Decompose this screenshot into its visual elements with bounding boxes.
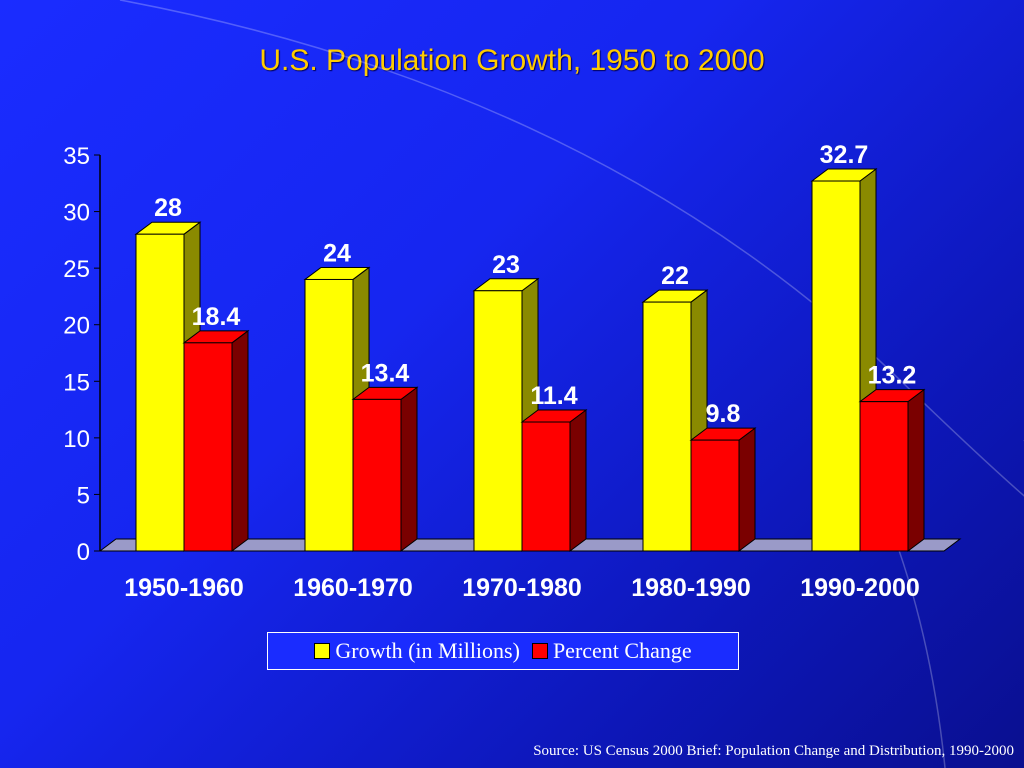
y-tick-label: 10 [63, 426, 90, 453]
bar-growth [473, 290, 523, 552]
data-label: 28 [154, 194, 182, 222]
y-tick-label: 20 [63, 313, 90, 340]
data-label: 11.4 [530, 382, 577, 410]
bar-growth [811, 180, 861, 552]
bar-percent [521, 421, 571, 552]
slide-title: U.S. Population Growth, 1950 to 2000 [259, 44, 765, 77]
y-tick-label: 5 [77, 482, 90, 509]
legend-swatch-growth [314, 643, 331, 659]
source-note: Source: US Census 2000 Brief: Population… [533, 743, 1014, 759]
x-tick-label: 1980-1990 [631, 574, 751, 602]
x-tick-label: 1970-1980 [462, 574, 582, 602]
bar-side [907, 388, 925, 552]
data-label: 24 [323, 239, 351, 267]
legend-label-growth: Growth (in Millions) [335, 638, 520, 663]
bar-percent [352, 398, 402, 552]
bar-percent [183, 342, 233, 552]
x-tick-label: 1990-2000 [800, 574, 920, 602]
data-label: 32.7 [820, 141, 869, 169]
bar-growth [642, 301, 692, 552]
bar-growth [304, 278, 354, 552]
y-tick-label: 25 [63, 256, 90, 283]
chart-legend: Growth (in Millions) Percent Change [267, 632, 739, 670]
data-label: 13.4 [361, 359, 410, 387]
bar-growth [135, 233, 185, 552]
bar-side [738, 427, 756, 552]
legend-item-percent: Percent Change [531, 638, 692, 664]
y-tick-label: 30 [63, 200, 90, 227]
data-label: 18.4 [192, 303, 241, 331]
y-tick-label: 15 [63, 369, 90, 396]
legend-item-growth: Growth (in Millions) [314, 638, 520, 664]
data-label: 22 [661, 262, 689, 290]
data-label: 23 [492, 251, 520, 279]
x-tick-label: 1950-1960 [124, 574, 244, 602]
bar-side [400, 386, 418, 552]
y-tick-label: 35 [63, 143, 90, 170]
legend-label-percent: Percent Change [552, 638, 692, 663]
bar-percent [690, 439, 740, 552]
data-label: 9.8 [706, 400, 741, 428]
y-tick-label: 0 [77, 539, 90, 566]
x-tick-label: 1960-1970 [293, 574, 413, 602]
bar-side [231, 329, 249, 552]
data-label: 13.2 [868, 362, 917, 390]
bar-side [569, 409, 587, 552]
legend-swatch-percent [531, 643, 548, 659]
bar-percent [859, 401, 909, 552]
